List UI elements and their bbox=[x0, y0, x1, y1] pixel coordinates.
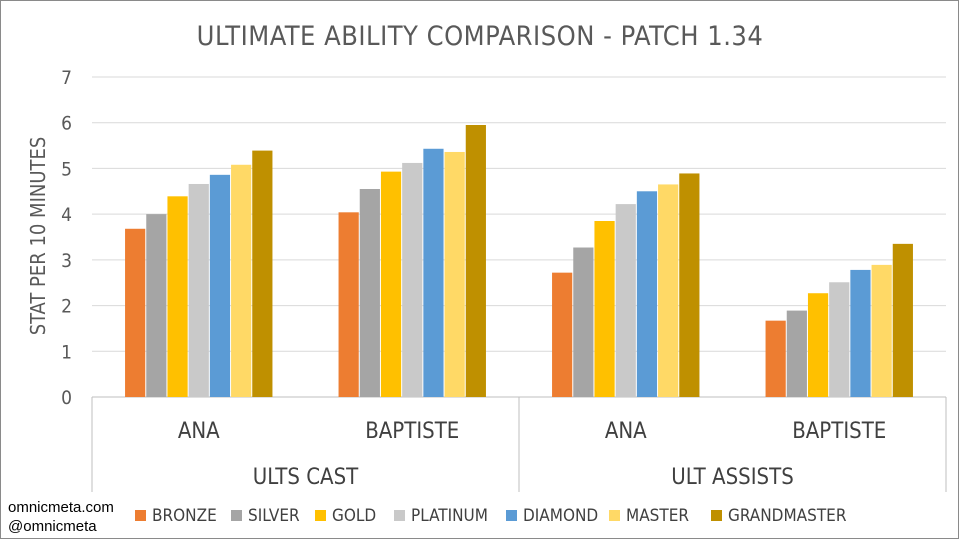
legend-swatch-silver bbox=[231, 510, 242, 521]
bar-silver-1 bbox=[359, 189, 380, 397]
bar-bronze-0 bbox=[125, 228, 146, 397]
bar-platinum-0 bbox=[188, 183, 209, 397]
category-label-1: BAPTISTE bbox=[365, 419, 459, 444]
legend-label-diamond: DIAMOND bbox=[523, 506, 598, 526]
category-label-0: ANA bbox=[178, 419, 220, 444]
credit-site: omnicmeta.com bbox=[8, 499, 114, 516]
y-tick-3: 3 bbox=[61, 250, 72, 272]
bar-diamond-3 bbox=[850, 269, 871, 397]
legend: BRONZE SILVER GOLD PLATINUM DIAMOND MASTER GRA… bbox=[135, 506, 847, 526]
legend-label-bronze: BRONZE bbox=[152, 506, 217, 526]
legend-swatch-platinum bbox=[394, 510, 405, 521]
bar-silver-0 bbox=[146, 214, 167, 397]
bar-gold-2 bbox=[594, 221, 615, 397]
legend-label-gold: GOLD bbox=[332, 506, 376, 526]
bar-platinum-1 bbox=[402, 162, 423, 397]
y-tick-2: 2 bbox=[61, 296, 72, 318]
y-tick-0: 0 bbox=[61, 387, 72, 409]
bar-grandmaster-3 bbox=[892, 243, 913, 397]
bar-grandmaster-1 bbox=[465, 125, 486, 397]
bar-gold-0 bbox=[167, 196, 188, 397]
bar-master-2 bbox=[658, 184, 679, 397]
bar-platinum-3 bbox=[829, 282, 850, 397]
bar-gold-3 bbox=[807, 293, 829, 397]
bar-grandmaster-0 bbox=[252, 150, 273, 397]
credits: omnicmeta.com @omnicmeta bbox=[8, 498, 114, 536]
legend-label-grandmaster: GRANDMASTER bbox=[728, 506, 847, 526]
bar-master-1 bbox=[444, 151, 465, 397]
y-tick-7: 7 bbox=[61, 67, 72, 89]
bar-master-3 bbox=[871, 264, 892, 397]
bar-silver-3 bbox=[786, 310, 807, 397]
group-label-1: ULT ASSISTS bbox=[671, 465, 794, 490]
legend-label-platinum: PLATINUM bbox=[411, 506, 488, 526]
category-label-3: BAPTISTE bbox=[792, 419, 886, 444]
legend-label-silver: SILVER bbox=[248, 506, 300, 526]
bars bbox=[125, 125, 913, 397]
bar-diamond-1 bbox=[423, 148, 444, 397]
y-axis-label: STAT PER 10 MINUTES bbox=[26, 137, 50, 336]
legend-swatch-grandmaster bbox=[711, 510, 722, 521]
bar-master-0 bbox=[231, 164, 252, 397]
bar-diamond-0 bbox=[209, 174, 231, 397]
group-label-0: ULTS CAST bbox=[253, 465, 359, 490]
bar-silver-2 bbox=[573, 247, 594, 397]
y-tick-6: 6 bbox=[61, 113, 72, 135]
bar-grandmaster-2 bbox=[679, 173, 700, 397]
legend-label-master: MASTER bbox=[626, 506, 689, 526]
legend-swatch-bronze bbox=[135, 510, 146, 521]
chart-title: ULTIMATE ABILITY COMPARISON - PATCH 1.34 bbox=[197, 21, 764, 52]
legend-swatch-gold bbox=[315, 510, 326, 521]
bar-gold-1 bbox=[380, 171, 402, 397]
y-tick-4: 4 bbox=[61, 204, 72, 226]
bar-platinum-2 bbox=[615, 204, 636, 397]
y-tick-5: 5 bbox=[61, 158, 72, 180]
y-tick-1: 1 bbox=[61, 341, 72, 363]
bar-diamond-2 bbox=[636, 191, 658, 397]
legend-swatch-diamond bbox=[506, 510, 517, 521]
bar-bronze-1 bbox=[338, 212, 359, 397]
bar-bronze-2 bbox=[552, 272, 573, 397]
bar-bronze-3 bbox=[765, 320, 786, 397]
y-tick-labels: 0 1 2 3 4 5 6 7 bbox=[61, 67, 72, 409]
category-label-2: ANA bbox=[605, 419, 647, 444]
credit-handle: @omnicmeta bbox=[8, 518, 97, 535]
legend-swatch-master bbox=[609, 510, 620, 521]
